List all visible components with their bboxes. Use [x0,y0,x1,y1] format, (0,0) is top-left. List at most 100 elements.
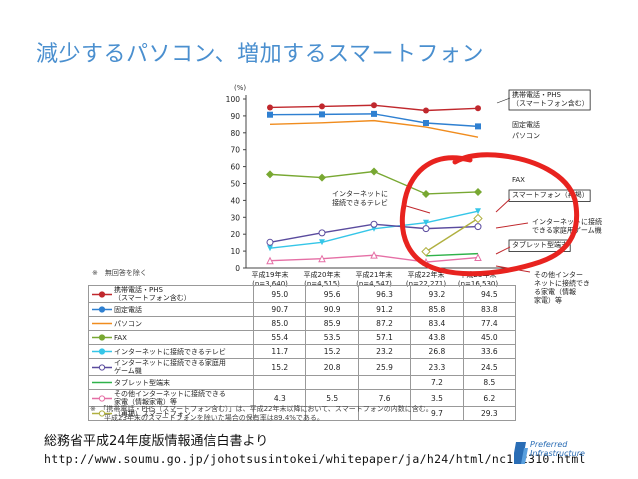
data-point [421,246,431,257]
data-point [473,213,483,224]
label-game: インターネットに接続 [532,217,602,226]
data-point [319,111,325,118]
table-series-name: 携帯電話・PHS （スマートフォン含む） [87,285,255,303]
table-series-name: （再掲）スマートフォン [87,406,255,421]
table-cell: 33.6 [462,344,517,359]
data-point [318,173,326,182]
data-point [475,123,481,130]
x-tick-n-label: (n=4,515) [304,280,340,288]
table-cell: 90.9 [305,302,359,317]
table-series-label: （再掲）スマートフォン [114,409,191,418]
table-row: 固定電話 90.7 90.9 91.2 85.8 83.8 [87,302,517,317]
data-point [475,105,481,112]
data-point [266,256,274,265]
label-sonota: その他インター [534,270,583,279]
label-sonota: ネットに接続でき [534,279,590,288]
leader-line [496,97,511,104]
label-tv-inline: インターネットに [332,189,388,198]
table-cell: 93.2 [410,285,464,303]
table-cell: 7.6 [357,389,412,407]
arrow-game [495,222,529,229]
slide-title: 減少するパソコン、増加するスマートフォン [36,42,485,67]
data-point [318,229,326,237]
table-series-label: その他インターネットに接続できる 家電（情報家電）等 [114,390,226,406]
x-tick-n-label: (n=16,530) [458,280,499,288]
legend-marker-icon [92,410,112,417]
legend-marker-icon [92,306,112,313]
table-cell: 25.9 [357,358,412,376]
source-citation: 総務省平成24年度版情報通信白書より [44,434,269,449]
table-row: インターネットに接続できる家庭用 ゲーム機 15.2 20.8 25.9 23.3 24.5 [87,358,517,376]
data-point [267,111,273,118]
source-url[interactable]: http://www.soumu.go.jp/johotsusintokei/w… [44,452,586,466]
label-game: できる家庭用ゲーム機 [532,226,602,235]
data-point [422,225,430,233]
footnotes: ※ 「携帯電話・PHS（スマートフォン含む）」は、平成22年末以降において、スマ… [90,405,433,423]
table-cell: 7.2 [410,375,464,390]
y-tick-label: 60 [230,163,240,172]
data-point [318,254,326,263]
label-keitai: 携帯電話・PHS [512,90,561,99]
data-point [371,102,377,109]
table-series-name: パソコン [87,316,255,331]
table-row: タブレット型端末 7.2 8.5 [87,375,517,390]
data-point [319,103,325,110]
table-series-label: 携帯電話・PHS （スマートフォン含む） [114,286,191,302]
table-row: その他インターネットに接続できる 家電（情報家電）等 4.3 5.5 7.6 3.5 6.2 [87,389,517,407]
red-annotation-circle [399,152,580,277]
data-point [370,251,378,259]
table-series-name: インターネットに接続できるテレビ [87,344,255,359]
table-cell: 77.4 [462,316,517,331]
label-keitai-box [508,89,591,111]
data-point [423,219,429,226]
data-point [266,238,274,246]
label-smartphone-box [508,189,591,202]
series-line [425,252,479,257]
label-keitai: （スマートフォン含む） [512,99,589,108]
data-point [423,119,429,126]
label-sonota: る家電（情報 [534,287,576,296]
data-point [370,220,378,228]
table-cell: 87.2 [357,316,412,331]
table-cell: 83.4 [410,316,464,331]
x-tick-label: 平成21年末 [356,270,393,279]
data-point [371,110,377,117]
table-cell: 4.3 [253,389,307,407]
table-series-name: FAX [87,330,255,345]
data-point [266,170,274,179]
table-cell [357,375,412,390]
chart-unit-label: (%) [234,84,247,92]
table-cell: 95.0 [253,285,307,303]
label-tv-inline: 接続できるテレビ [332,198,388,207]
table-cell: 91.2 [357,302,412,317]
data-point [474,253,482,262]
legend-marker-icon [92,334,112,341]
label-pasokon: パソコン [512,132,540,140]
table-cell: 85.9 [305,316,359,331]
label-smartphone: スマートフォン（再掲） [512,190,589,199]
x-tick-label: 平成22年末 [408,270,445,279]
table-series-name: その他インターネットに接続できる 家電（情報家電）等 [87,389,255,407]
table-cell: 6.2 [462,389,517,407]
table-series-label: インターネットに接続できる家庭用 ゲーム機 [114,359,226,375]
table-cell: 23.2 [357,344,412,359]
label-tablet-box [508,239,571,252]
data-point [267,104,273,111]
table-cell: 5.5 [305,389,359,407]
chart-note-left: ※ 無回答を除く [92,269,147,277]
table-series-name: 固定電話 [87,302,255,317]
table-row: （再掲）スマートフォン 9.7 29.3 [87,406,517,421]
legend-marker-icon [92,363,112,371]
y-tick-label: 90 [230,112,240,121]
legend-marker-icon [92,348,112,355]
table-series-name: インターネットに接続できる家庭用 ゲーム機 [87,358,255,376]
table-cell: 83.8 [462,302,517,317]
x-tick-label: 平成19年末 [252,270,289,279]
data-point [422,189,430,198]
table-row: 携帯電話・PHS （スマートフォン含む） 95.0 95.6 96.3 93.2 94.5 [87,285,517,303]
data-point [319,239,325,246]
y-tick-label: 10 [230,247,240,256]
label-kotei: 固定電話 [512,120,540,129]
table-cell: 57.1 [357,330,412,345]
